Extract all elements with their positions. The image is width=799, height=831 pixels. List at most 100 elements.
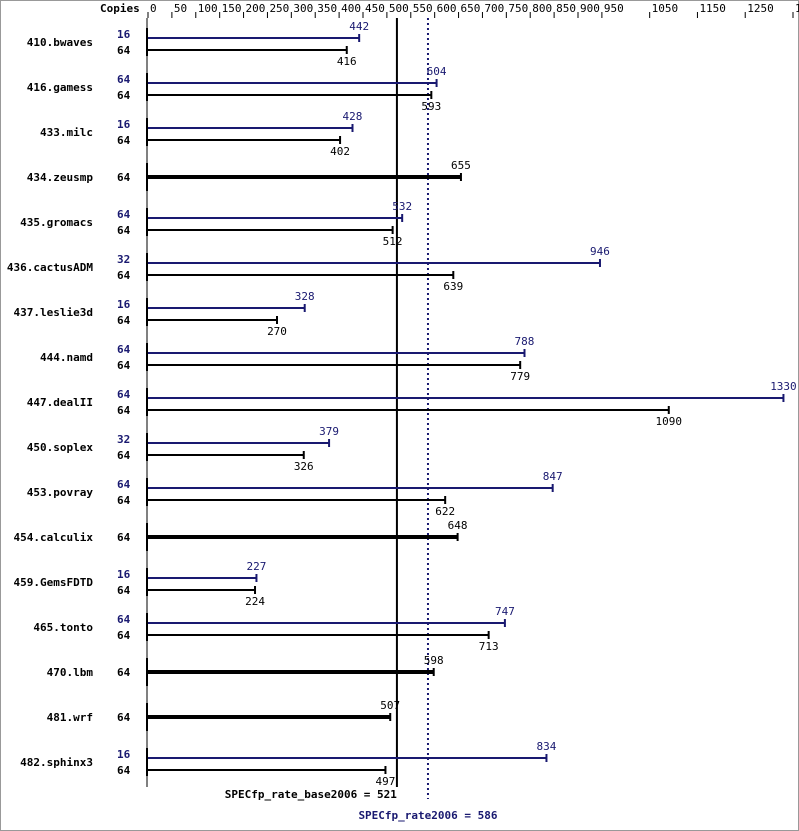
x-tick-label: 600	[437, 2, 457, 15]
value-label: 379	[319, 425, 339, 438]
benchmark-name: 444.namd	[40, 351, 93, 364]
copies-label: 16	[117, 748, 131, 761]
copies-label: 64	[117, 666, 131, 679]
x-tick-label: 250	[269, 2, 289, 15]
x-tick-label: 0	[150, 2, 157, 15]
benchmark-name: 454.calculix	[14, 531, 94, 544]
benchmark-name: 459.GemsFDTD	[14, 576, 94, 589]
value-label: 622	[435, 505, 455, 518]
value-label: 402	[330, 145, 350, 158]
reference-label: SPECfp_rate2006 = 586	[358, 809, 497, 822]
value-label: 416	[337, 55, 357, 68]
copies-label: 64	[117, 388, 131, 401]
value-label: 532	[392, 200, 412, 213]
x-tick-label: 1250	[747, 2, 774, 15]
value-label: 655	[451, 159, 471, 172]
benchmark-name: 436.cactusADM	[7, 261, 93, 274]
benchmark-name: 450.soplex	[27, 441, 94, 454]
value-label: 1090	[656, 415, 683, 428]
value-label: 604	[427, 65, 447, 78]
copies-label: 64	[117, 404, 131, 417]
copies-label: 64	[117, 449, 131, 462]
copies-label: 64	[117, 494, 131, 507]
value-label: 1330	[770, 380, 797, 393]
x-tick-label: 550	[413, 2, 433, 15]
copies-label: 64	[117, 764, 131, 777]
x-tick-label: 700	[484, 2, 504, 15]
value-label: 224	[245, 595, 265, 608]
benchmark-name: 434.zeusmp	[27, 171, 94, 184]
x-tick-label: 950	[604, 2, 624, 15]
value-label: 428	[343, 110, 363, 123]
value-label: 779	[510, 370, 530, 383]
x-tick-label: 50	[174, 2, 187, 15]
reference-label: SPECfp_rate_base2006 = 521	[225, 788, 398, 801]
x-tick-label: 1050	[652, 2, 679, 15]
copies-label: 64	[117, 171, 131, 184]
value-label: 747	[495, 605, 515, 618]
value-label: 648	[448, 519, 468, 532]
benchmark-name: 437.leslie3d	[14, 306, 93, 319]
copies-label: 64	[117, 208, 131, 221]
copies-label: 64	[117, 531, 131, 544]
x-tick-label: 150	[222, 2, 242, 15]
copies-label: 64	[117, 584, 131, 597]
copies-label: 64	[117, 343, 131, 356]
value-label: 326	[294, 460, 314, 473]
x-tick-label: 200	[246, 2, 266, 15]
value-label: 507	[380, 699, 400, 712]
x-tick-label: 500	[389, 2, 409, 15]
value-label: 593	[421, 100, 441, 113]
value-label: 639	[443, 280, 463, 293]
x-tick-label: 100	[198, 2, 218, 15]
x-tick-label: 300	[293, 2, 313, 15]
value-label: 227	[247, 560, 267, 573]
benchmark-name: 433.milc	[40, 126, 93, 139]
benchmark-name: 482.sphinx3	[20, 756, 93, 769]
x-tick-label: 450	[365, 2, 385, 15]
value-label: 497	[376, 775, 396, 788]
benchmark-name: 453.povray	[27, 486, 94, 499]
value-label: 512	[383, 235, 403, 248]
x-tick-label: 750	[508, 2, 528, 15]
copies-label: 64	[117, 134, 131, 147]
copies-label: 16	[117, 568, 131, 581]
x-tick-label: 350	[317, 2, 337, 15]
value-label: 788	[515, 335, 535, 348]
copies-label: 64	[117, 89, 131, 102]
copies-label: 64	[117, 478, 131, 491]
copies-label: 64	[117, 629, 131, 642]
copies-label: 64	[117, 73, 131, 86]
copies-label: 16	[117, 298, 131, 311]
x-tick-label: 900	[580, 2, 600, 15]
x-tick-label: 800	[532, 2, 552, 15]
benchmark-name: 410.bwaves	[27, 36, 93, 49]
benchmark-name: 481.wrf	[47, 711, 93, 724]
copies-label: 16	[117, 28, 131, 41]
benchmark-name: 435.gromacs	[20, 216, 93, 229]
copies-label: 32	[117, 253, 130, 266]
benchmark-name: 470.lbm	[47, 666, 94, 679]
x-tick-label: 1350	[795, 2, 799, 15]
x-tick-label: 400	[341, 2, 361, 15]
value-label: 328	[295, 290, 315, 303]
value-label: 834	[537, 740, 557, 753]
value-label: 598	[424, 654, 444, 667]
x-tick-label: 650	[461, 2, 481, 15]
copies-label: 32	[117, 433, 130, 446]
copies-label: 64	[117, 359, 131, 372]
value-label: 270	[267, 325, 287, 338]
benchmark-name: 465.tonto	[33, 621, 93, 634]
copies-label: 64	[117, 613, 131, 626]
value-label: 713	[479, 640, 499, 653]
copies-label: 16	[117, 118, 131, 131]
copies-label: 64	[117, 224, 131, 237]
copies-label: 64	[117, 269, 131, 282]
copies-label: 64	[117, 314, 131, 327]
value-label: 946	[590, 245, 610, 258]
benchmark-name: 447.dealII	[27, 396, 93, 409]
copies-header: Copies	[100, 2, 140, 15]
